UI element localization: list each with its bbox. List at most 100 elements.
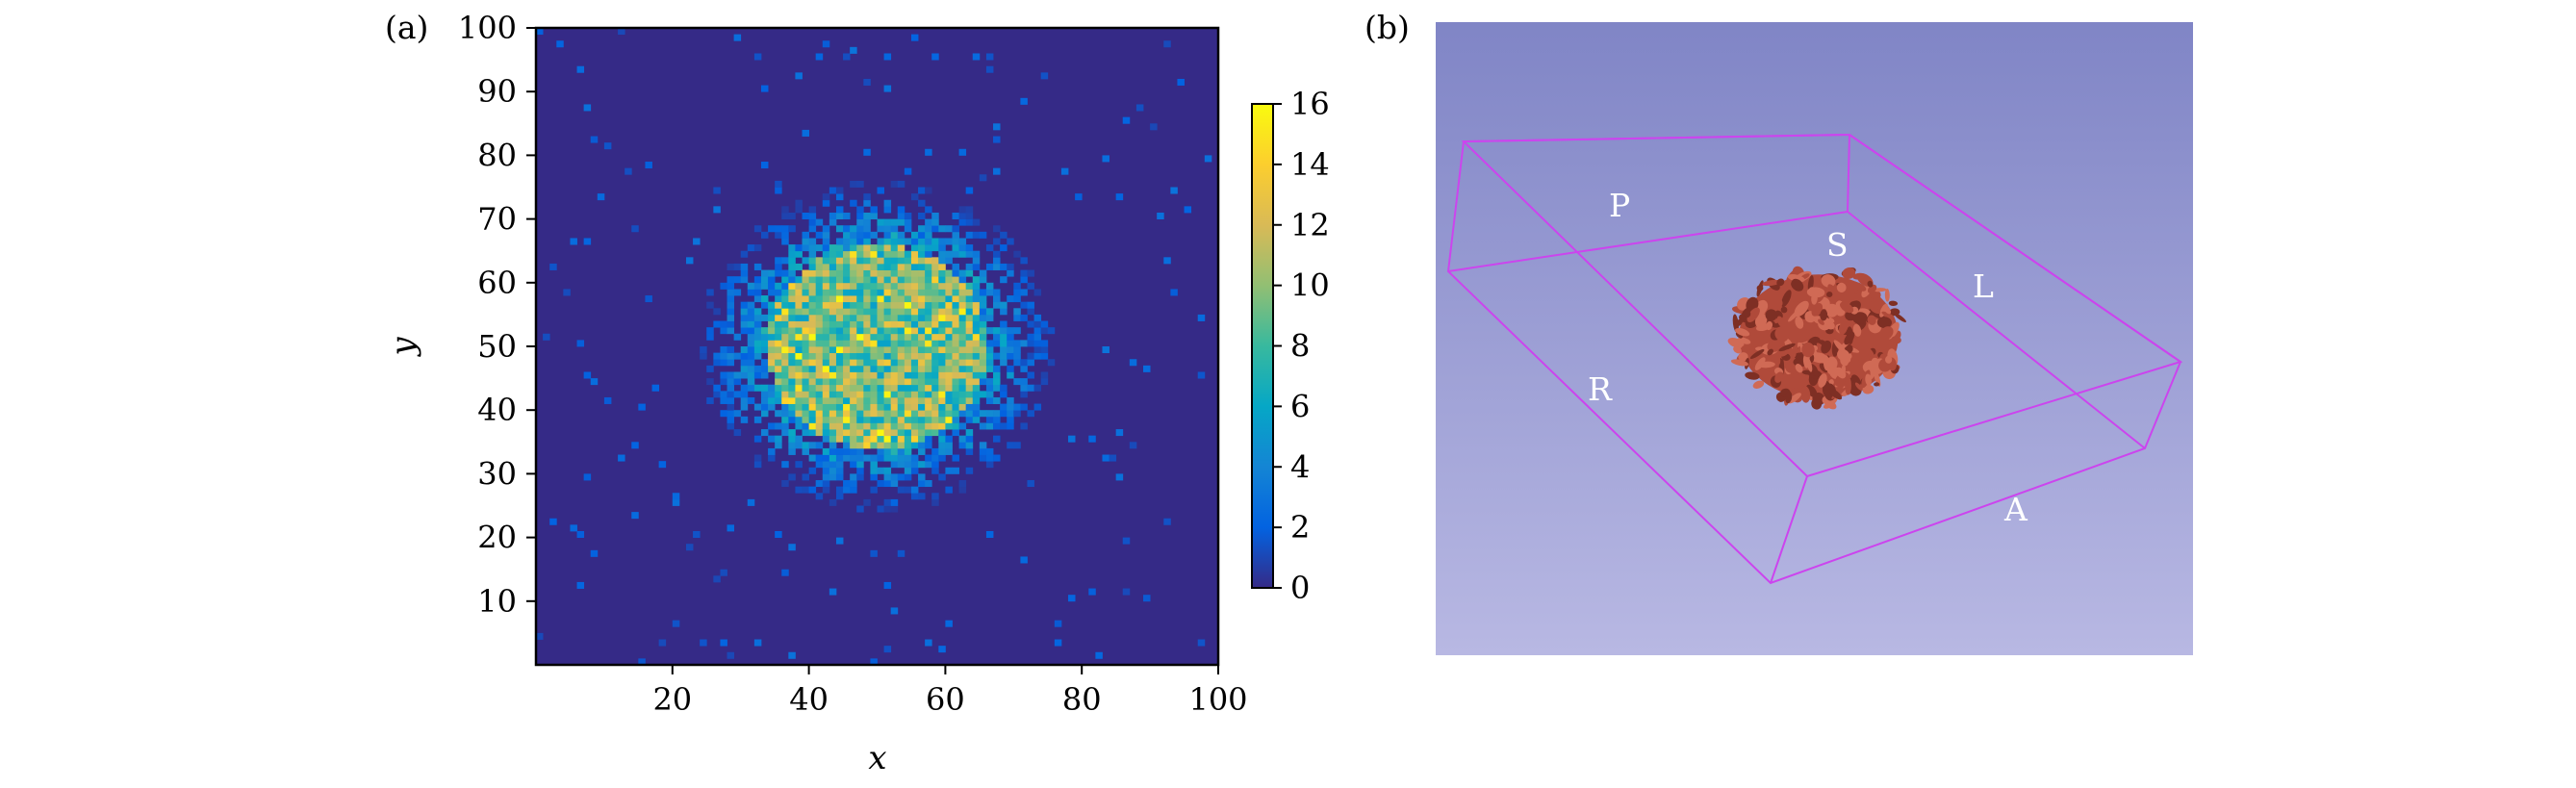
heatmap-cell	[918, 212, 926, 219]
heatmap-cell	[883, 352, 892, 360]
heatmap-cell	[890, 403, 899, 411]
heatmap-cell	[720, 371, 727, 379]
heatmap-cell	[822, 391, 830, 398]
heatmap-cell	[1040, 72, 1049, 80]
heatmap-cell	[877, 435, 884, 443]
heatmap-cell	[965, 447, 974, 455]
heatmap-cell	[890, 480, 899, 488]
heatmap-cell	[835, 225, 844, 233]
heatmap-cell	[863, 378, 871, 386]
heatmap-cell	[1000, 384, 1007, 392]
heatmap-cell	[931, 365, 939, 372]
heatmap-cell	[918, 295, 926, 303]
heatmap-cell	[822, 333, 830, 341]
heatmap-cell	[775, 371, 782, 379]
heatmap-cell	[781, 410, 789, 418]
heatmap-cell	[829, 403, 837, 411]
heatmap-cell	[965, 301, 974, 309]
heatmap-cell	[808, 416, 817, 423]
heatmap-cell	[890, 498, 899, 506]
heatmap-cell	[808, 327, 817, 335]
heatmap-cell	[925, 416, 932, 423]
heatmap-cell	[870, 378, 878, 386]
heatmap-cell	[802, 308, 809, 316]
object-lobe	[1849, 281, 1867, 292]
heatmap-cell	[863, 269, 871, 277]
heatmap-cell	[993, 410, 1001, 418]
heatmap-cell	[768, 391, 776, 398]
heatmap-cell	[883, 250, 892, 258]
heatmap-cell	[1000, 352, 1007, 360]
heatmap-cell	[822, 269, 830, 277]
heatmap-cell	[904, 238, 912, 245]
heatmap-cell	[822, 435, 830, 443]
heatmap-cell	[829, 422, 837, 430]
heatmap-cell	[760, 85, 769, 92]
heatmap-cell	[877, 340, 884, 347]
heatmap-cell	[1102, 155, 1109, 163]
heatmap-cell	[815, 403, 824, 411]
heatmap-cell	[870, 263, 878, 270]
object-lobe	[1826, 356, 1838, 369]
heatmap-cell	[863, 218, 871, 226]
heatmap-cell	[795, 276, 803, 284]
heatmap-cell	[795, 340, 803, 347]
heatmap-cell	[931, 244, 939, 252]
heatmap-cell	[985, 391, 994, 398]
object-lobe	[1776, 316, 1785, 328]
heatmap-cell	[1000, 340, 1007, 347]
heatmap-cell	[931, 454, 939, 462]
heatmap-cell	[925, 206, 932, 214]
heatmap-cell	[788, 327, 796, 335]
heatmap-cell	[904, 320, 912, 328]
heatmap-cell	[768, 225, 776, 233]
heatmap-cell	[904, 276, 912, 284]
heatmap-cell	[829, 257, 837, 265]
heatmap-cell	[808, 289, 817, 296]
heatmap-cell	[835, 359, 844, 367]
heatmap-cell	[1000, 301, 1007, 309]
heatmap-cell	[883, 416, 892, 423]
heatmap-cell	[1088, 435, 1096, 443]
heatmap-cell	[850, 295, 857, 303]
object-lobe	[1844, 331, 1855, 345]
heatmap-cell	[993, 396, 1001, 404]
heatmap-cell	[945, 346, 953, 354]
heatmap-cell	[768, 276, 776, 284]
heatmap-cell	[856, 454, 864, 462]
heatmap-cell	[843, 308, 851, 316]
heatmap-cell	[815, 346, 824, 354]
heatmap-cell	[835, 276, 844, 284]
heatmap-cell	[918, 461, 926, 469]
heatmap-cell	[788, 263, 796, 270]
heatmap-cell	[985, 340, 994, 347]
heatmap-cell	[795, 333, 803, 341]
heatmap-cell	[843, 384, 851, 392]
heatmap-cell	[972, 391, 981, 398]
heatmap-cell	[850, 371, 857, 379]
heatmap-cell	[945, 435, 953, 443]
heatmap-cell	[904, 295, 912, 303]
heatmap-cell	[835, 461, 844, 469]
heatmap-cell	[1197, 314, 1206, 321]
heatmap-cell	[850, 486, 857, 494]
heatmap-cell	[822, 231, 830, 239]
heatmap-cell	[1000, 244, 1007, 252]
heatmap-cell	[952, 269, 959, 277]
heatmap-cell	[733, 410, 742, 418]
heatmap-cell	[856, 238, 864, 245]
heatmap-cell	[1033, 352, 1042, 360]
heatmap-cell	[802, 231, 809, 239]
heatmap-cell	[979, 371, 987, 379]
heatmap-cell	[856, 282, 864, 290]
heatmap-cell	[883, 498, 892, 506]
heatmap-cell	[938, 435, 946, 443]
heatmap-cell	[1007, 422, 1014, 430]
heatmap-cell	[747, 371, 755, 379]
heatmap-cell	[925, 333, 932, 341]
heatmap-cell	[897, 391, 905, 398]
heatmap-cell	[856, 180, 864, 188]
heatmap-cell	[835, 301, 844, 309]
heatmap-cell	[870, 467, 878, 474]
